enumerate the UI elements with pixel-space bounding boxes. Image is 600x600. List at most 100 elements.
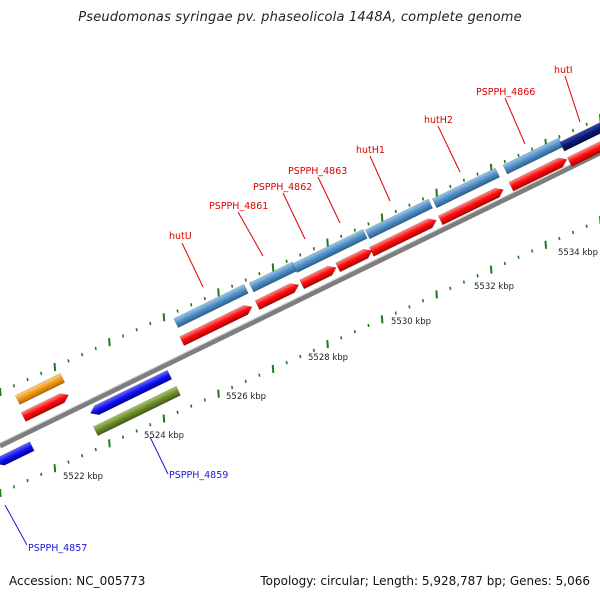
lower-tick-22 — [299, 354, 302, 359]
gene-red-hutH1[interactable] — [369, 216, 438, 257]
lower-tick-40 — [544, 240, 548, 249]
lower-tick-38 — [517, 255, 520, 259]
upper-tick-26 — [353, 228, 356, 232]
gene-features — [0, 114, 600, 469]
gene-label-PSPPH_4857[interactable]: PSPPH_4857 — [28, 543, 87, 554]
kbp-label-5532: 5532 kbp — [474, 282, 514, 292]
upper-tick-0 — [0, 387, 2, 397]
upper-tick-17 — [231, 284, 234, 288]
kbp-label-5530: 5530 kbp — [391, 317, 431, 327]
lower-tick-11 — [149, 423, 152, 427]
feature-steelblue-4862-4863[interactable] — [292, 228, 368, 274]
lower-tick-13 — [176, 410, 179, 414]
feature-steelblue-hutH1[interactable] — [364, 198, 434, 240]
gene-red-left[interactable] — [20, 391, 70, 422]
gene-red-4862[interactable] — [299, 263, 339, 290]
lower-tick-18 — [244, 379, 247, 383]
gene-red-hutH2[interactable] — [437, 185, 505, 226]
upper-tick-33 — [449, 184, 452, 189]
upper-tick-38 — [517, 153, 520, 158]
kbp-label-5528: 5528 kbp — [308, 353, 348, 363]
lower-tick-36 — [489, 265, 493, 274]
leader-PSPPH_4863 — [317, 176, 341, 224]
upper-tick-39 — [531, 147, 534, 151]
upper-tick-6 — [81, 352, 84, 357]
genome-backbone — [0, 150, 600, 449]
lower-tick-31 — [421, 299, 425, 303]
upper-tick-2 — [26, 377, 29, 382]
leader-hutH1 — [369, 155, 391, 202]
gene-label-PSPPH_4866[interactable]: PSPPH_4866 — [476, 87, 535, 98]
upper-tick-9 — [121, 334, 125, 338]
leader-PSPPH_4862 — [282, 192, 306, 240]
upper-tick-5 — [67, 359, 70, 363]
upper-tick-19 — [258, 272, 261, 276]
lower-tick-row — [0, 216, 600, 498]
gene-label-hutH1[interactable]: hutH1 — [356, 145, 385, 156]
lower-tick-19 — [258, 373, 261, 377]
lower-tick-9 — [121, 435, 125, 439]
upper-tick-8 — [108, 338, 111, 347]
lower-tick-7 — [94, 447, 97, 452]
feature-olive-4859[interactable] — [93, 385, 181, 437]
gene-labels-bottom: PSPPH_4859 PSPPH_4857 — [4, 436, 228, 554]
upper-tick-25 — [340, 234, 343, 238]
accession-text: Accession: NC_005773 — [9, 574, 146, 588]
upper-tick-41 — [558, 135, 561, 139]
lower-tick-10 — [135, 429, 138, 433]
upper-tick-12 — [162, 313, 166, 322]
lower-tick-34 — [462, 280, 466, 284]
upper-tick-1 — [12, 384, 16, 388]
kbp-label-5522: 5522 kbp — [63, 472, 103, 482]
lower-tick-21 — [285, 361, 288, 365]
feature-steelblue-hutU[interactable] — [173, 283, 249, 329]
upper-tick-18 — [244, 278, 247, 282]
lower-tick-26 — [353, 330, 356, 334]
gene-label-hutH2[interactable]: hutH2 — [424, 115, 453, 126]
lower-tick-24 — [326, 340, 329, 349]
lower-tick-2 — [26, 478, 29, 483]
lower-tick-0 — [0, 488, 2, 498]
lower-tick-33 — [449, 286, 452, 290]
lower-tick-17 — [231, 385, 234, 390]
gene-red-4863[interactable] — [335, 246, 375, 273]
kbp-label-5526: 5526 kbp — [226, 392, 266, 402]
leader-PSPPH_4857 — [4, 504, 28, 546]
gene-label-PSPPH_4861[interactable]: PSPPH_4861 — [209, 201, 268, 212]
lower-tick-37 — [503, 261, 506, 266]
lower-tick-4 — [53, 464, 57, 473]
upper-tick-15 — [203, 296, 206, 301]
leader-PSPPH_4866 — [504, 97, 526, 145]
gene-red-4861[interactable] — [254, 280, 301, 310]
gene-label-PSPPH_4863[interactable]: PSPPH_4863 — [288, 166, 347, 177]
leader-hutU — [181, 242, 204, 288]
upper-tick-row — [0, 114, 600, 397]
upper-tick-11 — [149, 321, 152, 326]
feature-orange[interactable] — [14, 373, 66, 405]
kbp-scale-labels: 5522 kbp 5524 kbp 5526 kbp 5528 kbp 5530… — [63, 248, 598, 482]
upper-tick-13 — [176, 309, 179, 313]
gene-blue-4859[interactable] — [88, 369, 173, 418]
gene-label-PSPPH_4859[interactable]: PSPPH_4859 — [169, 470, 228, 481]
upper-tick-16 — [217, 288, 220, 297]
lower-tick-43 — [585, 224, 588, 228]
gene-red-4866[interactable] — [508, 155, 569, 192]
lower-tick-1 — [12, 485, 16, 489]
lower-tick-5 — [67, 460, 70, 464]
feature-navy-hutI[interactable] — [559, 114, 600, 152]
upper-tick-14 — [190, 303, 193, 307]
gene-label-hutU[interactable]: hutU — [169, 231, 192, 242]
gene-blue-4857[interactable] — [0, 441, 35, 469]
gene-labels-top: hutU PSPPH_4861 PSPPH_4862 PSPPH_4863 hu… — [169, 65, 581, 288]
lower-tick-39 — [531, 249, 534, 253]
kbp-label-5534: 5534 kbp — [558, 248, 598, 258]
leader-PSPPH_4861 — [237, 211, 264, 257]
feature-steelblue-hutH2[interactable] — [431, 167, 501, 209]
leader-PSPPH_4859 — [149, 436, 169, 475]
gene-red-hutU[interactable] — [179, 302, 254, 347]
lower-tick-41 — [558, 236, 561, 241]
lower-tick-28 — [380, 315, 384, 324]
gene-label-PSPPH_4862[interactable]: PSPPH_4862 — [253, 182, 312, 193]
gene-label-hutI[interactable]: hutI — [554, 65, 573, 76]
